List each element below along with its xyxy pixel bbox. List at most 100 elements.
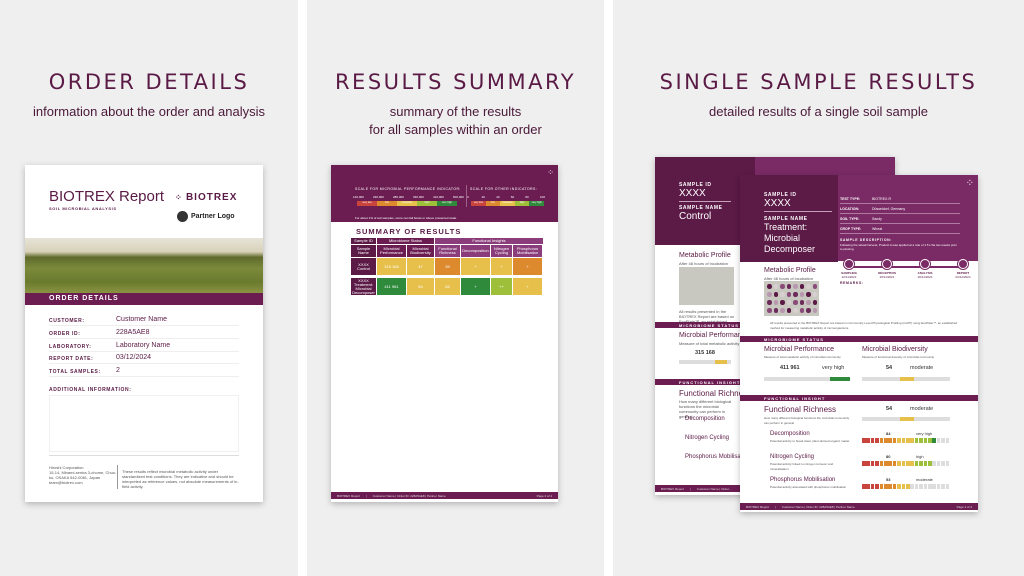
divider bbox=[679, 201, 731, 202]
scale-tick: 410,000 bbox=[433, 195, 444, 199]
perf-value: 315 168 bbox=[695, 350, 715, 356]
perf-bar bbox=[764, 377, 850, 381]
report-title: BIOTREX Report bbox=[49, 188, 165, 205]
results-summary-panel: RESULTS SUMMARY summary of the results fo… bbox=[307, 0, 604, 576]
score-block bbox=[901, 438, 906, 443]
timeline-step: ANALYSIS 26/11/2024 bbox=[917, 271, 933, 279]
report-subtitle: SOIL MICROBIAL ANALYSIS bbox=[49, 206, 117, 211]
score-block bbox=[914, 461, 919, 466]
group-header: Microbiome Status bbox=[377, 238, 434, 244]
timeline-dot bbox=[844, 259, 854, 269]
timeline-dot bbox=[958, 259, 968, 269]
result-cell: + bbox=[461, 258, 490, 275]
score-block bbox=[941, 484, 945, 489]
column-header: Microbial Performance bbox=[377, 245, 406, 257]
well-dot bbox=[767, 284, 772, 289]
sample-id: XXXX bbox=[679, 188, 706, 199]
well-dot bbox=[812, 308, 817, 313]
order-row: ORDER ID: 228A5AE8 bbox=[49, 328, 239, 339]
biodiv-value: 54 bbox=[886, 365, 893, 371]
row-label: TOTAL SAMPLES: bbox=[49, 369, 101, 376]
score-block bbox=[928, 438, 932, 443]
timeline-dot bbox=[882, 259, 892, 269]
scale-tick: 100 bbox=[540, 195, 546, 199]
result-cell: 411 961 bbox=[377, 278, 406, 295]
divider bbox=[117, 465, 118, 489]
row-label: LABORATORY: bbox=[49, 343, 92, 350]
info-row: LOCATION: Düsseldorf, Germany bbox=[840, 205, 960, 214]
scale-tick: 40 bbox=[496, 195, 500, 199]
function-title: Decomposition bbox=[770, 431, 810, 437]
scale-tick: 280,000 bbox=[393, 195, 404, 199]
well-dot bbox=[773, 300, 778, 305]
scale-note: For about 1% of soil samples, score can … bbox=[355, 216, 458, 220]
scale-tick: 330,000 bbox=[413, 195, 424, 199]
divider bbox=[466, 185, 467, 207]
well-dot bbox=[806, 300, 811, 305]
row-value: Customer Name bbox=[116, 316, 167, 323]
scale-segment: low bbox=[377, 201, 397, 206]
score-block bbox=[884, 461, 888, 466]
richness-bar bbox=[862, 417, 950, 421]
order-row: TOTAL SAMPLES: 2 bbox=[49, 366, 239, 378]
scale1-label: SCALE FOR MICROBIAL PERFORMANCE INDICATO… bbox=[355, 187, 461, 191]
info-row: TEST TYPE: BIOTREX-R bbox=[840, 195, 960, 204]
well-dot bbox=[786, 308, 791, 313]
info-row: SOIL TYPE: Sandy bbox=[840, 215, 960, 224]
result-cell: + bbox=[461, 278, 490, 295]
score-block bbox=[888, 461, 892, 466]
score-block bbox=[919, 438, 923, 443]
score-block bbox=[919, 484, 923, 489]
perf-subtitle: Measure of total metabolic activity of m… bbox=[764, 355, 841, 359]
score-block bbox=[901, 484, 906, 489]
metabolic-title: Metabolic Profile bbox=[679, 252, 731, 259]
biodiv-level: moderate bbox=[910, 365, 934, 371]
scale-tick: 230,000 bbox=[373, 195, 384, 199]
function-subtitle: Potential activity to break down plant-d… bbox=[770, 439, 850, 443]
scale-tick: 80 bbox=[525, 195, 529, 199]
row-label: REPORT DATE: bbox=[49, 356, 94, 363]
score-block bbox=[897, 484, 901, 489]
partner-logo: Partner Logo bbox=[177, 211, 235, 222]
group-header: Sample ID bbox=[351, 238, 376, 244]
ecoplate-image bbox=[679, 267, 734, 305]
score-block bbox=[879, 484, 884, 489]
sample-name-label: SAMPLE NAME bbox=[679, 205, 723, 211]
score-block bbox=[928, 484, 932, 489]
vineyard-image bbox=[25, 238, 263, 293]
score-block bbox=[884, 438, 888, 443]
score-block bbox=[870, 438, 875, 443]
score-block bbox=[941, 438, 945, 443]
method-note: All results presented in the BIOTREX Rep… bbox=[679, 309, 735, 324]
sample-id: XXXX bbox=[764, 198, 791, 209]
panel-subtitle: information about the order and analysis bbox=[33, 104, 265, 119]
richness-level: moderate bbox=[910, 406, 934, 412]
score-block bbox=[892, 438, 897, 443]
scale-tick: 140,000 bbox=[353, 195, 364, 199]
well-dot bbox=[793, 284, 798, 289]
order-row: CUSTOMER: Customer Name bbox=[49, 315, 239, 326]
well-dot bbox=[806, 308, 811, 313]
score-block bbox=[888, 484, 892, 489]
score-block bbox=[932, 484, 936, 489]
scale-segment: very high bbox=[529, 201, 544, 206]
score-block bbox=[923, 484, 928, 489]
score-block bbox=[936, 438, 941, 443]
column-header: Decomposition bbox=[461, 245, 490, 257]
score-block bbox=[932, 438, 936, 443]
score-block bbox=[879, 461, 884, 466]
well-dot bbox=[773, 284, 778, 289]
sample-name-label: SAMPLE NAME bbox=[764, 216, 808, 222]
well-dot bbox=[806, 284, 811, 289]
score-block bbox=[923, 461, 928, 466]
function-title: Phosphorus Mobilisation bbox=[770, 477, 836, 483]
scale-tick: 0 bbox=[467, 195, 469, 199]
metabolic-subtitle: After 48 hours of incubation bbox=[679, 261, 728, 266]
score-block bbox=[901, 461, 906, 466]
metabolic-title: Metabolic Profile bbox=[764, 267, 816, 274]
scale-segment: high bbox=[417, 201, 437, 206]
scale-segment: very low bbox=[471, 201, 486, 206]
score-block bbox=[875, 438, 879, 443]
well-dot bbox=[793, 300, 798, 305]
well-dot bbox=[767, 308, 772, 313]
